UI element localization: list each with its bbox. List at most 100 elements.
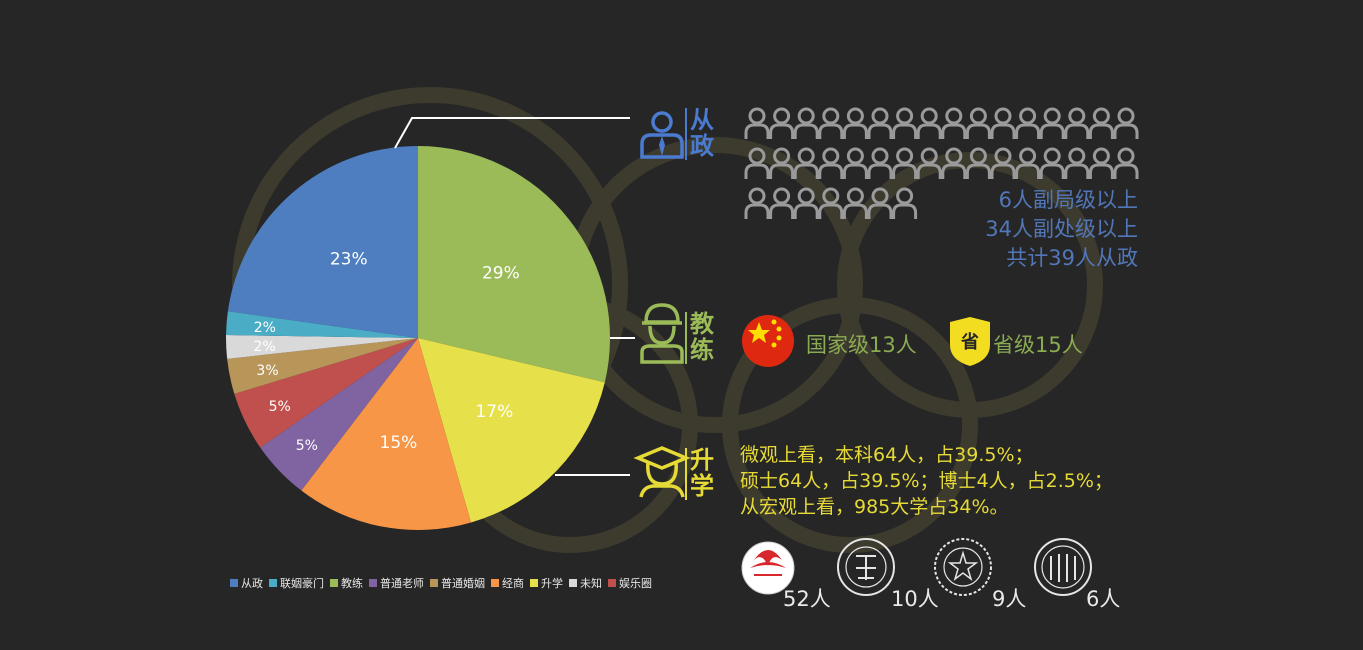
pie-slice	[227, 338, 418, 394]
legend-swatch	[330, 579, 338, 587]
pie-value-label: 3%	[256, 363, 278, 379]
section-label-politics-line2: 政	[690, 132, 714, 160]
pie-slice	[418, 146, 610, 383]
official-person-icon	[640, 111, 684, 159]
person-icon	[990, 107, 1016, 139]
leader-lines	[394, 117, 635, 476]
pie-value-labels: 29% 17% 15% 5% 5% 3% 2% 2% 23%	[253, 249, 519, 454]
provincial-badge-label: 省	[961, 332, 979, 353]
legend-label: 普通婚姻	[441, 577, 485, 590]
person-icon	[1015, 147, 1041, 179]
legend-item: 经商	[491, 575, 524, 591]
legend-label: 教练	[341, 577, 363, 590]
pie-value-label: 2%	[253, 339, 275, 355]
legend-swatch	[608, 579, 616, 587]
person-icon	[1088, 107, 1114, 139]
bsu-logo-icon	[741, 541, 795, 595]
university-logos	[741, 538, 1092, 596]
person-icon	[965, 107, 991, 139]
person-icon	[1113, 147, 1139, 179]
person-icon	[867, 187, 893, 219]
legend-swatch	[530, 579, 538, 587]
coach-person-icon	[640, 303, 684, 364]
legend-label: 普通老师	[380, 577, 424, 590]
legend-item: 普通婚姻	[430, 575, 485, 591]
person-icon	[769, 107, 795, 139]
person-icon	[793, 107, 819, 139]
section-label-politics-line1: 从	[690, 106, 714, 134]
legend-item: 升学	[530, 575, 563, 591]
university-seal-4-icon	[1034, 538, 1092, 596]
person-icon	[842, 107, 868, 139]
education-divider	[685, 448, 687, 500]
politics-line-2: 34人副处级以上	[985, 217, 1138, 241]
pie-slice	[227, 146, 418, 338]
politics-summary: 6人副局级以上 34人副处级以上 共计39人从政	[985, 186, 1138, 273]
section-label-coach: 教 练	[688, 311, 716, 363]
politics-divider	[685, 108, 687, 160]
person-icon	[744, 147, 770, 179]
pie-value-label: 2%	[254, 320, 276, 336]
person-icon	[1088, 147, 1114, 179]
person-icon	[916, 107, 942, 139]
pku-seal-icon	[837, 538, 895, 596]
legend-label: 娱乐圈	[619, 577, 652, 590]
person-icon	[818, 147, 844, 179]
section-label-coach-line2: 练	[690, 336, 714, 364]
provincial-badge-icon	[950, 317, 990, 366]
section-label-education: 升 学	[688, 447, 716, 499]
pie-value-label: 5%	[269, 399, 291, 415]
legend-label: 经商	[502, 577, 524, 590]
university-count-4: 6人	[1086, 587, 1121, 611]
person-icon	[941, 107, 967, 139]
education-line-1: 微观上看，本科64人，占39.5%；	[740, 444, 1034, 466]
person-icon	[916, 147, 942, 179]
china-flag-icon	[742, 315, 794, 367]
legend-item: 从政	[230, 575, 263, 591]
tsinghua-seal-icon	[934, 538, 992, 596]
pie-slice	[226, 311, 418, 338]
politics-line-1: 6人副局级以上	[998, 188, 1138, 212]
university-count-3: 9人	[992, 587, 1027, 611]
people-icons-grid	[744, 107, 1139, 219]
person-icon	[1113, 107, 1139, 139]
education-line-3: 从宏观上看，985大学占34%。	[740, 496, 1009, 518]
person-icon	[1039, 107, 1065, 139]
legend-item: 教练	[330, 575, 363, 591]
section-label-politics: 从 政	[688, 107, 716, 159]
pie-value-label: 5%	[296, 438, 318, 454]
person-icon	[769, 187, 795, 219]
leader-line-politics	[394, 117, 630, 149]
person-icon	[892, 107, 918, 139]
legend-swatch	[230, 579, 238, 587]
person-icon	[965, 147, 991, 179]
person-icon	[818, 107, 844, 139]
section-label-education-line2: 学	[690, 472, 714, 500]
person-icon	[892, 147, 918, 179]
politics-line-3: 共计39人从政	[1006, 246, 1138, 270]
pie-slice	[301, 338, 472, 530]
person-icon	[793, 147, 819, 179]
section-label-education-line1: 升	[690, 446, 714, 474]
coach-provincial-text: 省级15人	[993, 333, 1083, 357]
person-icon	[1064, 107, 1090, 139]
pie-slice	[260, 338, 418, 491]
person-icon	[867, 107, 893, 139]
university-count-1: 52人	[783, 587, 831, 611]
legend-label: 从政	[241, 577, 263, 590]
legend-swatch	[569, 579, 577, 587]
legend-swatch	[369, 579, 377, 587]
person-icon	[842, 187, 868, 219]
person-icon	[769, 147, 795, 179]
legend-item: 普通老师	[369, 575, 424, 591]
university-count-2: 10人	[891, 587, 939, 611]
education-line-2: 硕士64人，占39.5%；博士4人，占2.5%；	[740, 470, 1113, 492]
person-icon	[744, 187, 770, 219]
pie-chart	[226, 146, 610, 530]
person-icon	[990, 147, 1016, 179]
legend-label: 联姻豪门	[280, 577, 324, 590]
person-icon	[744, 107, 770, 139]
person-icon	[842, 147, 868, 179]
pie-value-label: 15%	[380, 433, 418, 453]
